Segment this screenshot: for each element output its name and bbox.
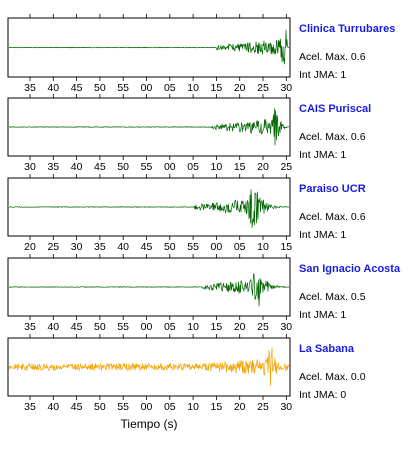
panel-frame [7, 337, 291, 397]
tick-label: 30 [71, 241, 83, 253]
tick-label: 20 [257, 161, 269, 173]
tick-label: 55 [187, 241, 199, 253]
max-acceleration: Acel. Max. 0.6 [299, 211, 366, 223]
trace-panel: 20 25 30 35 40 45 50 55 00 05 10 15 [7, 174, 292, 253]
tick-label: 30 [24, 161, 36, 173]
trace-panel: 35 40 45 50 55 00 05 10 15 20 25 30 [7, 14, 292, 94]
tick-label: 35 [24, 82, 36, 94]
tick-label: 10 [187, 401, 199, 413]
panel-frame [7, 257, 291, 317]
max-acceleration: Acel. Max. 0.5 [299, 291, 366, 303]
trace-panel: 35 40 45 50 55 00 05 10 15 20 25 30 [7, 254, 292, 333]
panel-frame [7, 97, 291, 157]
tick-label: 00 [141, 401, 153, 413]
trace-panel: 35 40 45 50 55 00 05 10 15 20 25 30 [7, 334, 292, 413]
tick-label: 20 [234, 82, 246, 94]
tick-label: 00 [141, 321, 153, 333]
tick-label: 15 [211, 321, 223, 333]
tick-label: 45 [71, 401, 83, 413]
tick-label: 55 [117, 401, 129, 413]
jma-intensity: Int JMA: 1 [299, 309, 347, 321]
tick-label: 40 [47, 401, 59, 413]
station-info: La Sabana Acel. Max. 0.0 Int JMA: 0 [299, 343, 407, 401]
jma-intensity: Int JMA: 1 [299, 69, 347, 81]
tick-label: 25 [257, 401, 269, 413]
station-info: Clinica Turrubares Acel. Max. 0.6 Int JMA:… [299, 23, 407, 81]
tick-label: 50 [164, 241, 176, 253]
tick-label: 55 [117, 321, 129, 333]
tick-label: 15 [211, 82, 223, 94]
tick-label: 45 [94, 161, 106, 173]
tick-label: 45 [141, 241, 153, 253]
station-name: San Ignacio Acosta [299, 263, 401, 275]
tick-label: 40 [71, 161, 83, 173]
tick-label: 25 [257, 321, 269, 333]
tick-label: 05 [164, 321, 176, 333]
station-info: Paraiso UCR Acel. Max. 0.6 Int JMA: 1 [299, 183, 407, 241]
tick-label: 55 [117, 82, 129, 94]
station-info: San Ignacio Acosta Acel. Max. 0.5 Int JMA:… [299, 263, 407, 321]
tick-label: 50 [94, 401, 106, 413]
tick-label: 00 [141, 82, 153, 94]
tick-label: 10 [257, 241, 269, 253]
jma-intensity: Int JMA: 1 [299, 149, 347, 161]
tick-label: 20 [24, 241, 36, 253]
jma-intensity: Int JMA: 0 [299, 389, 347, 401]
waveform-trace [9, 189, 290, 228]
tick-label: 25 [257, 82, 269, 94]
tick-label: 50 [94, 82, 106, 94]
tick-label: 30 [280, 401, 292, 413]
tick-label: 10 [211, 161, 223, 173]
tick-label: 35 [94, 241, 106, 253]
tick-label: 10 [187, 321, 199, 333]
tick-label: 05 [164, 401, 176, 413]
tick-label: 40 [117, 241, 129, 253]
tick-label: 10 [187, 82, 199, 94]
max-acceleration: Acel. Max. 0.0 [299, 371, 366, 383]
tick-label: 05 [187, 161, 199, 173]
tick-label: 15 [211, 401, 223, 413]
station-name: Paraiso UCR [299, 183, 366, 195]
panel-frame [7, 177, 291, 237]
tick-label: 25 [280, 161, 292, 173]
tick-label: 05 [164, 82, 176, 94]
tick-label: 15 [280, 241, 292, 253]
waveform-trace [8, 108, 290, 146]
tick-label: 20 [234, 321, 246, 333]
waveform-trace [8, 273, 290, 307]
tick-label: 50 [117, 161, 129, 173]
tick-label: 45 [71, 82, 83, 94]
tick-label: 25 [47, 241, 59, 253]
station-name: La Sabana [299, 343, 355, 355]
waveform-trace [8, 347, 290, 386]
station-info: CAIS Puriscal Acel. Max. 0.6 Int JMA: 1 [299, 103, 407, 161]
tick-label: 30 [280, 82, 292, 94]
tick-label: 35 [47, 161, 59, 173]
tick-label: 35 [24, 321, 36, 333]
tick-label: 00 [211, 241, 223, 253]
tick-label: 20 [234, 401, 246, 413]
tick-label: 40 [47, 321, 59, 333]
tick-label: 15 [234, 161, 246, 173]
max-acceleration: Acel. Max. 0.6 [299, 51, 366, 63]
trace-panel: 30 35 40 45 50 55 00 05 10 15 20 25 [7, 94, 292, 173]
waveform-trace [8, 29, 290, 65]
tick-label: 40 [47, 82, 59, 94]
tick-label: 45 [71, 321, 83, 333]
station-name: Clinica Turrubares [299, 23, 396, 35]
tick-label: 05 [234, 241, 246, 253]
tick-label: 30 [280, 321, 292, 333]
tick-label: 50 [94, 321, 106, 333]
tick-label: 55 [141, 161, 153, 173]
jma-intensity: Int JMA: 1 [299, 229, 347, 241]
tick-label: 00 [164, 161, 176, 173]
tick-label: 35 [24, 401, 36, 413]
panel-frame [7, 17, 291, 78]
max-acceleration: Acel. Max. 0.6 [299, 131, 366, 143]
station-name: CAIS Puriscal [299, 103, 372, 115]
x-axis-label: Tiempo (s) [121, 417, 178, 431]
